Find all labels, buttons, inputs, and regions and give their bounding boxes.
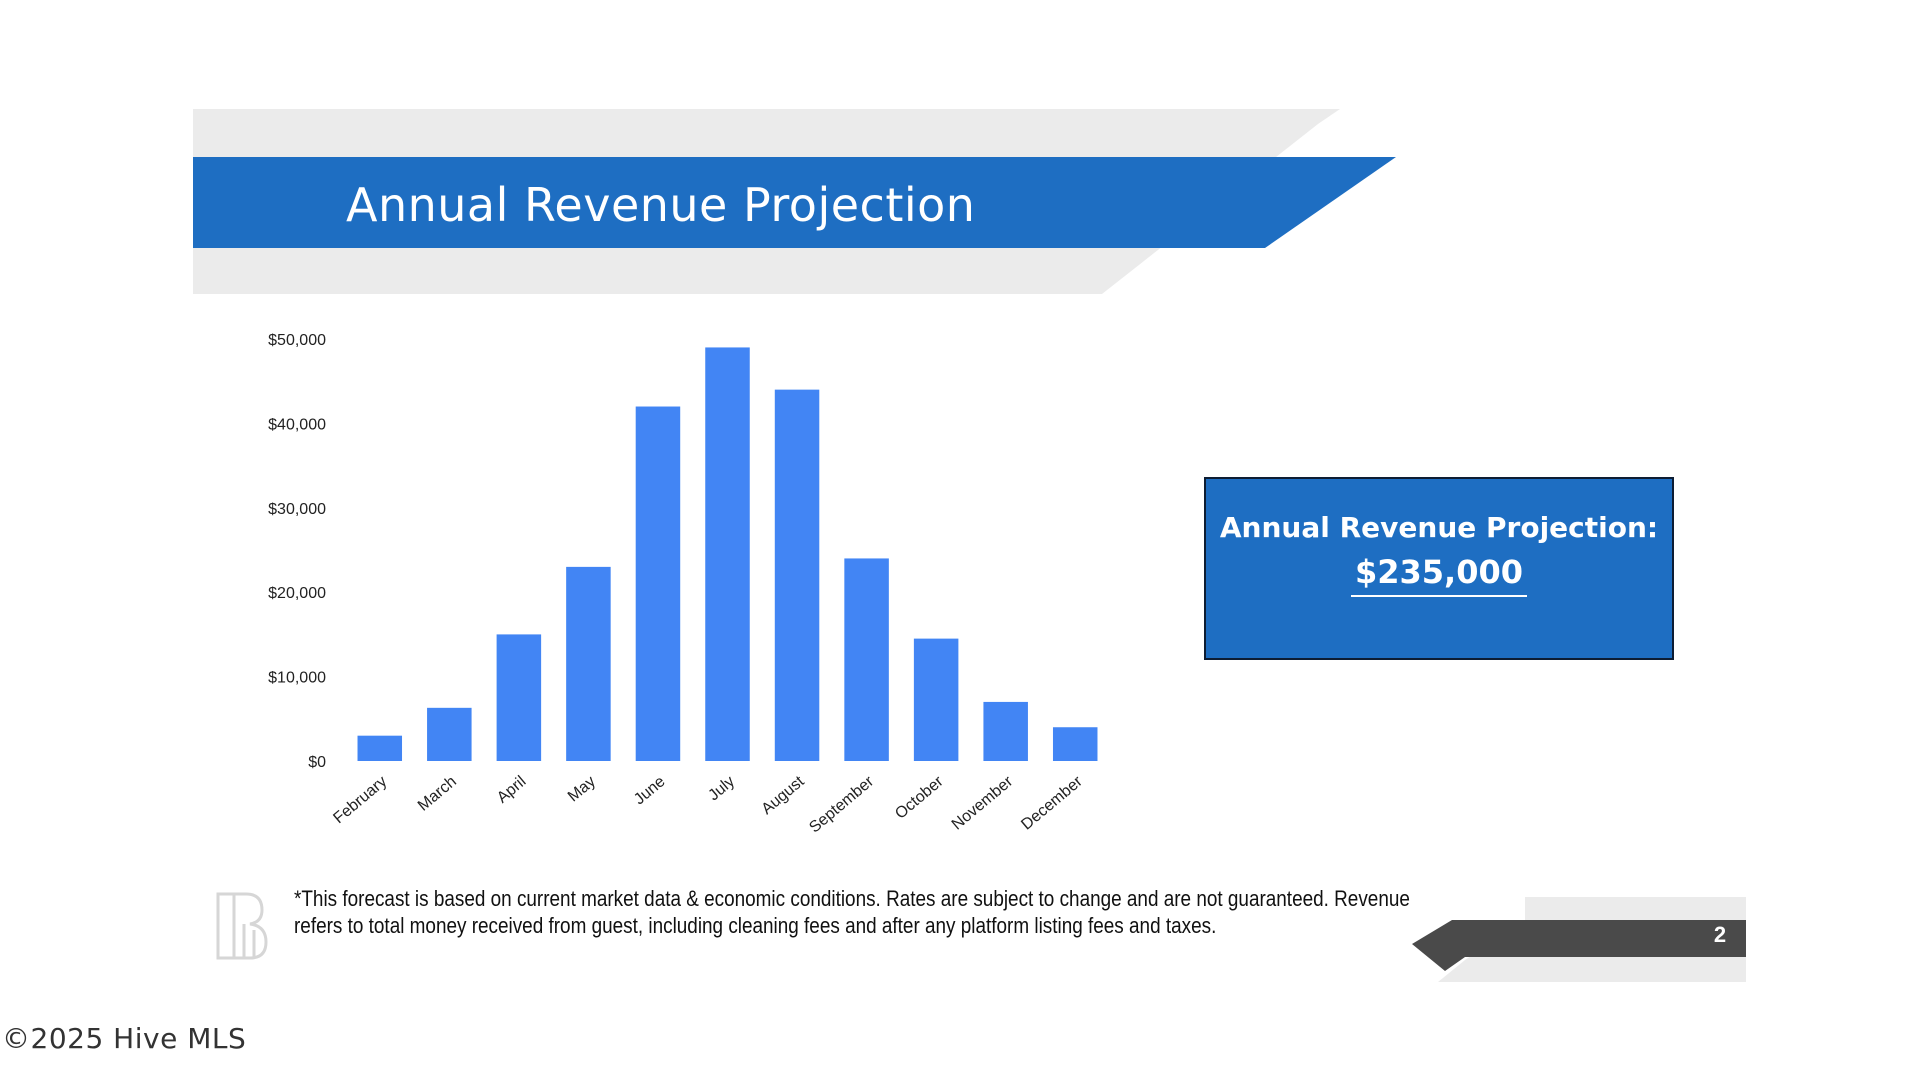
x-tick-label: October	[892, 773, 947, 823]
bar-june	[635, 406, 681, 761]
summary-value: $235,000	[1350, 553, 1527, 597]
slide-title: Annual Revenue Projection	[346, 178, 976, 232]
bar-december	[1052, 727, 1098, 761]
bar-november	[983, 701, 1028, 761]
annual-revenue-summary-box: Annual Revenue Projection: $235,000	[1204, 477, 1674, 660]
x-tick-label: May	[565, 773, 599, 805]
bar-april	[496, 634, 542, 761]
company-logo-icon	[216, 892, 268, 960]
y-tick-label: $0	[308, 754, 326, 771]
x-tick-label: March	[415, 773, 460, 815]
summary-value-wrapper: $235,000	[1206, 553, 1672, 597]
y-tick-label: $10,000	[268, 670, 326, 687]
bar-august	[774, 389, 820, 761]
x-tick-label: December	[1018, 773, 1086, 834]
bar-march	[427, 707, 472, 761]
title-banner-ribbon	[193, 157, 1396, 248]
bar-february	[357, 735, 403, 761]
bar-october	[913, 638, 959, 761]
x-tick-label: August	[759, 773, 809, 818]
revenue-bar-chart: $0 $10,000 $20,000 $30,000 $40,000 $50,000 Feb…	[268, 332, 1098, 837]
bar-july	[705, 347, 750, 761]
page-number: 2	[1713, 922, 1727, 947]
summary-label: Annual Revenue Projection:	[1219, 511, 1659, 544]
x-tick-label: June	[631, 773, 669, 808]
y-tick-label: $40,000	[268, 416, 326, 433]
x-tick-label: September	[806, 773, 877, 837]
forecast-disclaimer: *This forecast is based on current marke…	[294, 886, 1410, 938]
bar-may	[566, 566, 611, 761]
x-tick-label: April	[494, 773, 529, 807]
x-tick-label: July	[705, 773, 738, 804]
y-tick-label: $50,000	[268, 332, 326, 349]
copyright-watermark: ©2025 Hive MLS	[2, 1022, 247, 1055]
x-tick-label: February	[330, 773, 390, 827]
y-tick-label: $20,000	[268, 585, 326, 602]
y-tick-label: $30,000	[268, 501, 326, 518]
bar-september	[844, 558, 889, 761]
x-tick-label: November	[949, 773, 1017, 834]
